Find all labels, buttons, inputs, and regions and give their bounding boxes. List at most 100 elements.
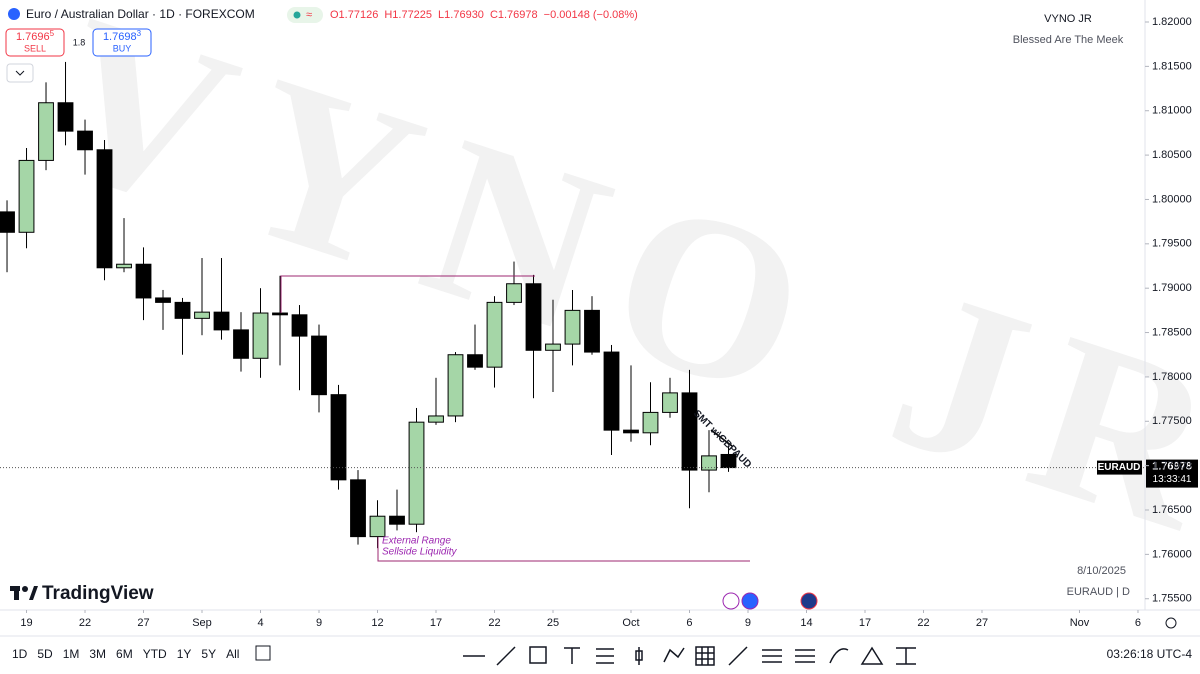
timeframe-bar: 1D 5D 1M 3M 6M YTD 1Y 5Y All bbox=[12, 647, 239, 661]
candle-body bbox=[467, 354, 483, 368]
y-tick-label: 1.76000 bbox=[1152, 548, 1192, 560]
x-tick-label: 12 bbox=[371, 617, 383, 629]
timeframe-button[interactable]: 1M bbox=[63, 647, 80, 661]
y-tick-label: 1.78500 bbox=[1152, 326, 1192, 338]
x-tick-label: 22 bbox=[917, 617, 929, 629]
candle-body bbox=[701, 455, 717, 471]
x-tick-label: 9 bbox=[316, 617, 322, 629]
buy-label[interactable]: BUY bbox=[113, 43, 132, 53]
candle-body bbox=[155, 297, 171, 303]
date-range-icon[interactable] bbox=[255, 645, 271, 661]
tool-icon[interactable] bbox=[564, 647, 580, 664]
sell-label[interactable]: SELL bbox=[24, 43, 46, 53]
x-tick-label: 17 bbox=[859, 617, 871, 629]
logo: TradingView bbox=[10, 583, 154, 604]
smt-line bbox=[710, 429, 733, 447]
liquidity-label: Sellside Liquidity bbox=[382, 547, 457, 558]
tool-icon[interactable] bbox=[496, 646, 516, 666]
sell-price-main[interactable]: 1.7696 bbox=[16, 31, 50, 43]
candle-body bbox=[330, 394, 347, 481]
y-tick-label: 1.81500 bbox=[1152, 60, 1192, 72]
x-tick-label: 14 bbox=[800, 617, 812, 629]
tool-icon[interactable] bbox=[860, 646, 884, 665]
buy-price[interactable]: 1.76983 bbox=[103, 29, 142, 43]
timeframe-button[interactable]: 1D bbox=[12, 647, 28, 661]
logo-text: TradingView bbox=[42, 583, 154, 604]
tool-icon[interactable] bbox=[728, 646, 748, 666]
x-tick-label: 27 bbox=[976, 617, 988, 629]
candle-body bbox=[662, 392, 678, 413]
tool-icon[interactable] bbox=[635, 647, 643, 665]
ohlc-value: L1.76930 bbox=[438, 9, 484, 21]
buy-price-main[interactable]: 1.7698 bbox=[103, 31, 137, 43]
candle-body bbox=[252, 312, 269, 359]
tool-icon[interactable] bbox=[762, 649, 782, 663]
candle-body bbox=[389, 515, 405, 525]
candle-body bbox=[369, 515, 386, 538]
logo-mark bbox=[22, 586, 28, 592]
settings-icon[interactable] bbox=[1165, 617, 1177, 629]
event-icon[interactable] bbox=[800, 592, 818, 610]
tool-icon[interactable] bbox=[663, 647, 685, 663]
buy-button[interactable] bbox=[92, 28, 152, 57]
candle-body bbox=[213, 311, 230, 331]
status-icon: ≈ bbox=[306, 9, 312, 21]
y-tick-label: 1.77500 bbox=[1152, 415, 1192, 427]
timeframe-button[interactable]: YTD bbox=[143, 647, 167, 661]
candle-body bbox=[272, 312, 288, 316]
author: VYNO JR bbox=[1044, 13, 1092, 25]
candle-body bbox=[0, 211, 15, 233]
candle-body bbox=[642, 411, 659, 434]
timeframe-button[interactable]: 1Y bbox=[177, 647, 192, 661]
collapse-button[interactable] bbox=[6, 63, 34, 83]
tool-icon[interactable] bbox=[896, 647, 916, 665]
sell-price[interactable]: 1.76965 bbox=[16, 29, 55, 43]
sell-price-pip[interactable]: 5 bbox=[50, 29, 55, 38]
drawing-toolbar bbox=[463, 646, 916, 666]
y-tick-label: 1.79000 bbox=[1152, 282, 1192, 294]
y-tick-label: 1.79500 bbox=[1152, 238, 1192, 250]
candle-body bbox=[545, 343, 561, 351]
timeframe-button[interactable]: 5Y bbox=[201, 647, 216, 661]
candle-body bbox=[194, 311, 210, 319]
tool-icon[interactable] bbox=[829, 648, 849, 664]
x-tick-label: 6 bbox=[686, 617, 692, 629]
x-tick-label: Nov bbox=[1070, 617, 1090, 629]
sell-button[interactable] bbox=[5, 28, 65, 57]
x-tick-label: 17 bbox=[430, 617, 442, 629]
tool-icon[interactable] bbox=[529, 646, 547, 664]
buy-price-pip[interactable]: 3 bbox=[137, 29, 142, 38]
candle-body bbox=[428, 415, 444, 423]
collapse-chevron bbox=[15, 70, 25, 76]
x-tick-label: Oct bbox=[622, 617, 639, 629]
event-icon[interactable] bbox=[741, 592, 759, 610]
range-label: External Range bbox=[382, 536, 451, 547]
liquidity-line-low bbox=[377, 537, 750, 562]
ohlc-value: −0.00148 (−0.08%) bbox=[544, 9, 638, 21]
y-tick-label: 1.78000 bbox=[1152, 371, 1192, 383]
timeframe-button[interactable]: 6M bbox=[116, 647, 133, 661]
timeframe-button[interactable]: 5D bbox=[37, 647, 53, 661]
tool-icon[interactable] bbox=[596, 648, 614, 664]
candle-body bbox=[38, 102, 54, 161]
timeframe-button[interactable]: All bbox=[226, 647, 239, 661]
candle-body bbox=[603, 351, 620, 431]
tool-icon[interactable] bbox=[795, 649, 815, 663]
x-tick-label: 25 bbox=[547, 617, 559, 629]
tool-icon[interactable] bbox=[695, 646, 715, 666]
candle-body bbox=[174, 301, 191, 319]
candle-body bbox=[311, 335, 327, 396]
ohlc-value: C1.76978 bbox=[490, 9, 538, 21]
price-label-box bbox=[1146, 459, 1198, 488]
logo-mark bbox=[14, 586, 19, 600]
candle-body bbox=[96, 149, 113, 269]
price-label: EURAUD 1.76978 13:33:41 bbox=[1097, 459, 1198, 488]
event-icon[interactable] bbox=[722, 592, 740, 610]
timeframe-button[interactable]: 3M bbox=[89, 647, 106, 661]
y-tick-label: 1.81000 bbox=[1152, 105, 1192, 117]
tagline: Blessed Are The Meek bbox=[1013, 34, 1124, 46]
price-label-countdown: 13:33:41 bbox=[1153, 474, 1192, 485]
status-pill bbox=[287, 7, 323, 23]
x-tick-label: Sep bbox=[192, 617, 212, 629]
